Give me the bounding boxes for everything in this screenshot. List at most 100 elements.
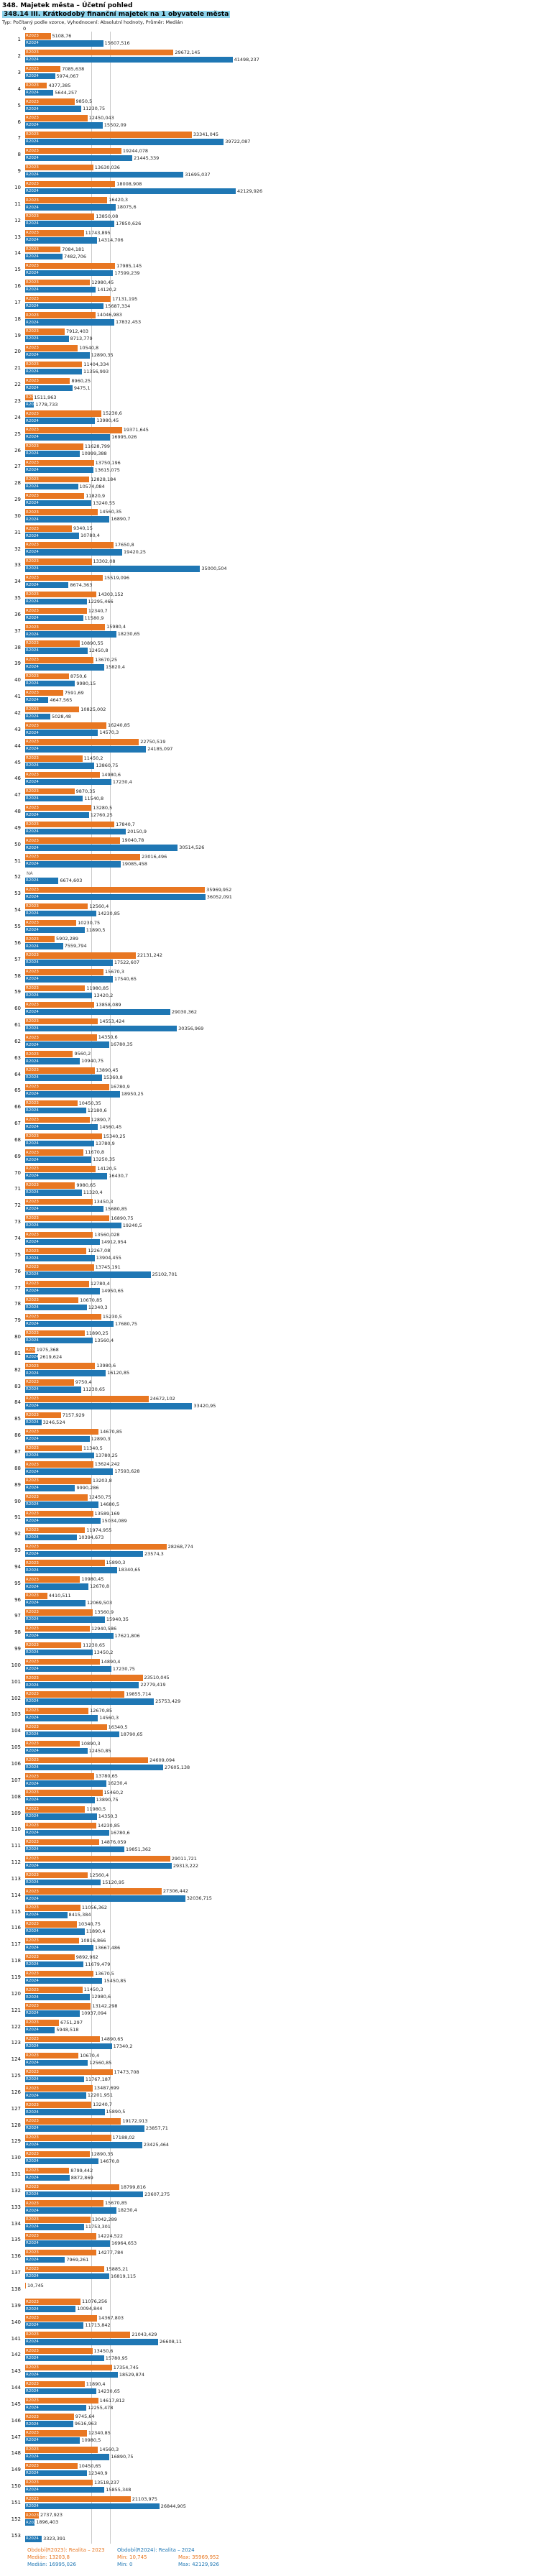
bar-r2023: R2023	[25, 509, 98, 515]
bar-r2023: R2023	[25, 936, 55, 942]
chart-row: 69 R2023 11670,8 R2024 13250,35	[0, 1148, 539, 1164]
chart-row: 130 R2023 12890,35 R2024 14670,8	[0, 2150, 539, 2166]
row-number: 64	[14, 1071, 21, 1077]
value-label: 12450,75	[88, 1494, 111, 1501]
series-label: R2023	[26, 2069, 39, 2074]
bar-r2024: R2024	[25, 2109, 105, 2115]
bar-r2024: R2024	[25, 1649, 93, 1656]
bar-r2024: R2024	[25, 1452, 94, 1459]
chart-row: 71 R2023 9980,65 R2024 11320,4	[0, 1181, 539, 1197]
row-number: 38	[14, 644, 21, 650]
bar-r2024: R2024	[25, 566, 201, 572]
bar-r2024: R2024	[25, 746, 147, 753]
value-label: 14560,45	[99, 1123, 122, 1130]
bar-line-r2023: R2023 13780,65	[25, 1773, 539, 1780]
series-label: R2023	[26, 1298, 39, 1303]
bar-line-r2024: R2024 14350,3	[25, 1813, 539, 1820]
bar-line-r2024: R2024 20150,9	[25, 828, 539, 835]
row-bars: R2023 9750,4 R2024 11230,65	[25, 1378, 539, 1394]
bar-line-r2023: R2023 12450,75	[25, 1494, 539, 1501]
series-label: R2023	[26, 576, 39, 581]
row-bars: R2023 14617,812 R2024 12255,478	[25, 2396, 539, 2413]
bar-line-r2024: R2024 11580,9	[25, 615, 539, 622]
series-label: R2024	[26, 1896, 39, 1901]
series-label: R2023	[26, 986, 39, 991]
chart-row: 147 R2023 12340,85 R2024 10980,5	[0, 2429, 539, 2445]
bar-line-r2024: R2024 11679,479	[25, 1961, 539, 1968]
bar-line-r2023: R2023 4377,385	[25, 82, 539, 89]
chart-row: 5 R2023 9850,5 R2024 11230,75	[0, 97, 539, 114]
bar-line-r2023: R2023 13750,196	[25, 459, 539, 466]
value-label: 10670,4	[80, 2052, 100, 2058]
series-label: R2024	[26, 90, 39, 95]
value-label: 17985,145	[116, 262, 142, 269]
bar-line-r2023: R2023 11670,8	[25, 1149, 539, 1156]
value-label: 1975,368	[36, 1346, 59, 1353]
bar-r2023: R2023	[25, 1609, 93, 1616]
value-label: 5028,48	[51, 713, 71, 719]
value-label: 18790,65	[120, 1731, 143, 1737]
row-bars: R2023 9745,64 R2024 9616,963	[25, 2412, 539, 2429]
bar-line-r2024: R2024 12340,3	[25, 1304, 539, 1311]
row-bars: R2023 28268,774 R2024 23574,3	[25, 1542, 539, 1559]
row-number: 138	[11, 2286, 21, 2293]
bar-line-r2023: R2023 14876,059	[25, 1839, 539, 1846]
bar-line-r2024: R2024 7969,261	[25, 2256, 539, 2263]
value-label: 16430,7	[109, 1173, 129, 1179]
series-label: R2024	[26, 2340, 39, 2345]
row-bars: NA R2024 6674,603	[25, 869, 539, 886]
bar-r2023: R2023	[25, 854, 141, 860]
value-label: 16230,4	[107, 1780, 127, 1787]
value-label: 31695,037	[185, 171, 211, 178]
row-number: 32	[14, 546, 21, 552]
bar-r2024: R2024	[25, 1075, 102, 1081]
bar-line-r2023: R2023 14560,35	[25, 509, 539, 515]
bar-line-r2024: R2024 12980,6	[25, 1994, 539, 2000]
value-label: 12450,8	[88, 648, 109, 654]
series-label: R2024	[26, 993, 39, 998]
series-label: R2023	[26, 2398, 39, 2403]
chart-row: 21 R2023 11404,334 R2024 11356,993	[0, 360, 539, 377]
bar-line-r2023: R2023 11230,65	[25, 1642, 539, 1649]
chart-row: 121 R2023 13142,298 R2024 10937,094	[0, 2002, 539, 2018]
series-label: R2023	[26, 411, 39, 416]
value-label: 5108,76	[52, 33, 72, 39]
bar-line-r2024: R2024 12760,25	[25, 811, 539, 819]
bar-r2023: R2023	[25, 2347, 93, 2355]
row-bars: R2023 14876,059 R2024 19851,362	[25, 1838, 539, 1854]
bar-line-r2024: R2024 10980,5	[25, 2437, 539, 2444]
row-number: 72	[14, 1202, 21, 1209]
chart-row: 114 R2023 27306,442 R2024 32036,715	[0, 1887, 539, 1903]
row-bars: R2023 9340,15 R2024 10780,4	[25, 524, 539, 540]
row-bars: R2023 12980,45 R2024 14120,2	[25, 278, 539, 295]
bar-line-r2023: R2023 23016,496	[25, 854, 539, 860]
indicator-meta: Typ: Počítaný podle vzorce, Vyhodnocení:…	[2, 19, 183, 25]
row-bars: R2023 14230,85 R2024 16780,6	[25, 1821, 539, 1838]
row-bars: R2023 13487,699 R2024 12201,951	[25, 2084, 539, 2100]
bar-r2024: R2024	[25, 631, 116, 638]
bar-line-r2023: R2023 11890,25	[25, 1330, 539, 1337]
value-label: 14890,65	[101, 2036, 124, 2042]
bar-line-r2024: R2024 13860,75	[25, 763, 539, 769]
value-label: 15034,089	[101, 1517, 127, 1524]
series-label: R2023	[26, 66, 39, 71]
series-label: R2023	[26, 1823, 39, 1828]
row-number: 147	[11, 2434, 21, 2440]
chart-row: 151 R2023 21103,975 R2024 26844,905	[0, 2495, 539, 2511]
row-bars: R2023 24609,094 R2024 27605,138	[25, 1756, 539, 1772]
row-bars: R2023 13560,9 R2024 15940,35	[25, 1608, 539, 1624]
series-label: R2024	[26, 271, 39, 275]
row-bars: R2023 11980,5 R2024 14350,3	[25, 1805, 539, 1821]
bar-line-r2023: R2023 17188,02	[25, 2135, 539, 2141]
bar-r2024: R2024	[25, 221, 115, 227]
series-label: R2023	[26, 2316, 39, 2321]
series-label: R2024	[26, 1765, 39, 1770]
chart-row: 35 R2023 14303,152 R2024 12295,466	[0, 590, 539, 607]
series-label: R2023	[26, 1085, 39, 1090]
row-bars: R2023 16240,85 R2024 14570,3	[25, 721, 539, 737]
series-label: R2023	[26, 2496, 39, 2501]
chart-row: 93 R2023 28268,774 R2024 23574,3	[0, 1542, 539, 1559]
value-label: 33341,045	[193, 132, 219, 138]
bar-line-r2024: R2024 13780,9	[25, 1140, 539, 1147]
